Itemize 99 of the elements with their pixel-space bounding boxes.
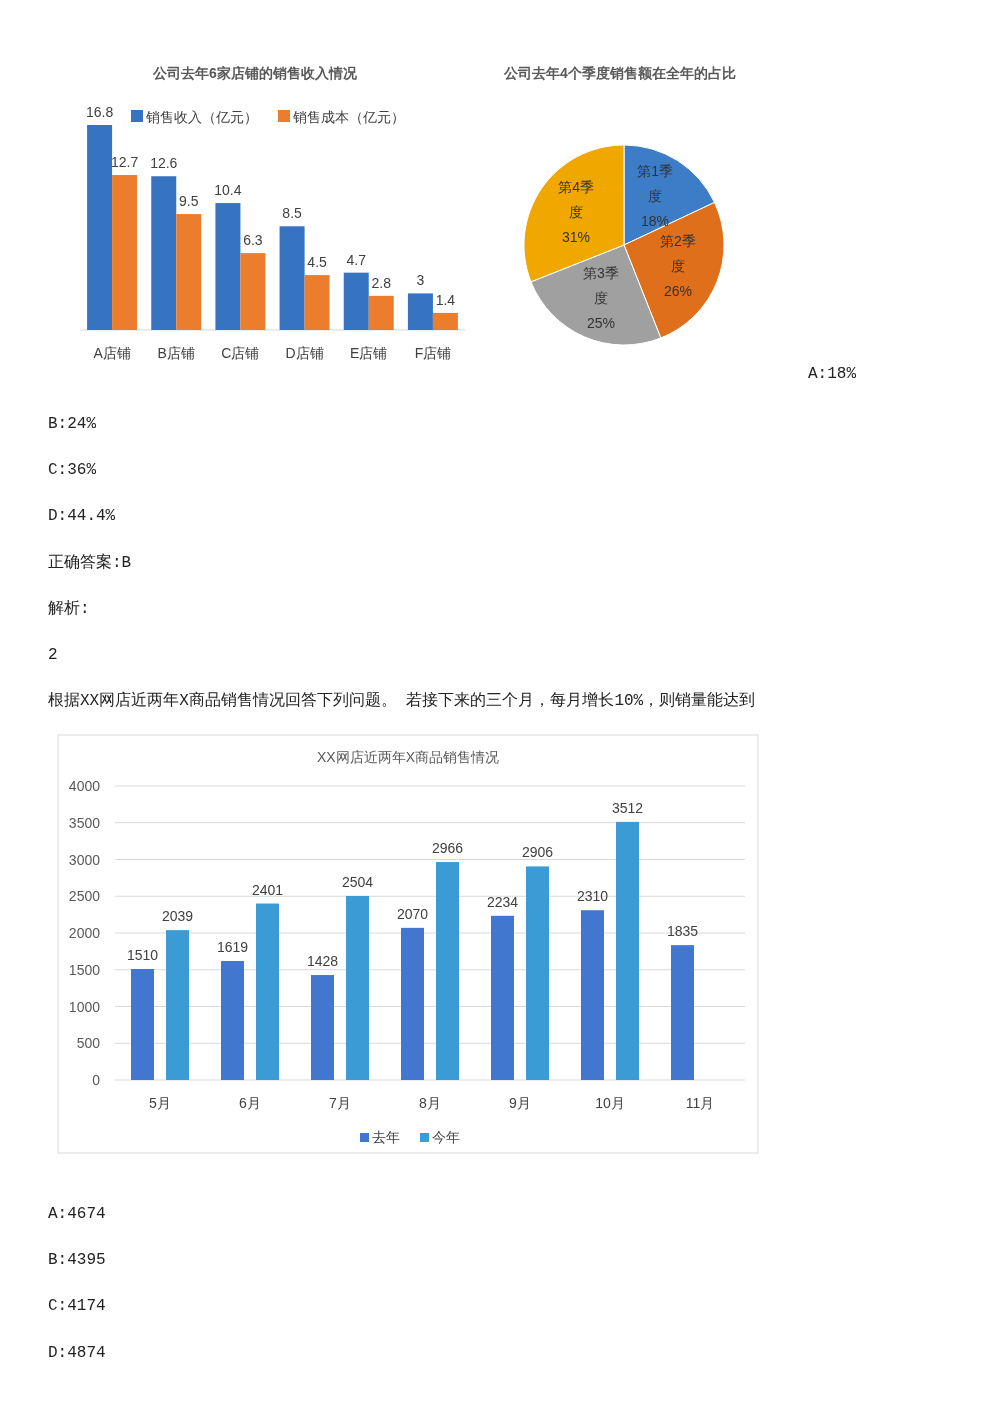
bar [131, 969, 154, 1080]
bar [151, 176, 177, 330]
data-label: 12.6 [150, 155, 178, 172]
slice-label: 第4季度 [558, 179, 594, 221]
data-label: 1835 [666, 923, 699, 940]
chart-title: 公司去年6家店铺的销售收入情况 [152, 65, 358, 81]
bar [581, 910, 604, 1080]
data-label: 2234 [486, 893, 519, 910]
text: 正确答案:B [48, 552, 132, 572]
data-label: 1.4 [435, 291, 456, 308]
x-tick-label: 7月 [329, 1095, 351, 1111]
data-label: 16.8 [85, 104, 114, 120]
bar [407, 293, 433, 330]
data-label: 2906 [521, 844, 554, 861]
text: B:24% [48, 415, 97, 433]
data-label: 2966 [431, 840, 464, 856]
bar [432, 312, 458, 330]
text: C:4174 [48, 1297, 106, 1316]
y-tick-label: 3500 [68, 814, 101, 831]
bar [176, 214, 202, 330]
data-label: 26% [663, 283, 692, 300]
data-label: 2401 [251, 881, 284, 898]
bar [256, 903, 279, 1080]
y-tick-label: 500 [76, 1035, 101, 1052]
x-tick-label: 5月 [149, 1095, 171, 1111]
x-tick-label: 10月 [595, 1095, 625, 1111]
data-label: 6.3 [243, 232, 263, 249]
data-label: 2504 [341, 873, 374, 890]
bar [279, 226, 305, 330]
x-tick-label: F店铺 [414, 345, 452, 361]
data-label: 25% [586, 315, 615, 332]
legend-label: 销售收入（亿元） [145, 109, 258, 125]
bar [304, 275, 330, 330]
x-tick-label: B店铺 [157, 345, 195, 361]
data-label: 1428 [306, 953, 339, 970]
bar [491, 915, 514, 1080]
data-label: 1619 [216, 939, 249, 955]
data-label: 4.5 [307, 254, 328, 271]
bar [166, 930, 189, 1080]
data-label: 3512 [611, 799, 644, 816]
bar [112, 175, 138, 330]
legend-label: 去年 [372, 1129, 400, 1145]
text: D:4874 [48, 1343, 106, 1362]
text: 2 [48, 646, 58, 664]
slice-label: 第3季度 [583, 265, 619, 307]
bar [87, 125, 113, 330]
data-label: 4.7 [346, 251, 367, 268]
y-tick-label: 2000 [68, 925, 101, 941]
y-tick-label: 3000 [68, 851, 101, 868]
data-label: 2070 [396, 905, 429, 922]
bar [221, 961, 244, 1080]
data-label: 18% [641, 213, 670, 230]
chart-title: XX网店近两年X商品销售情况 [316, 749, 500, 765]
data-label: 10.4 [214, 182, 242, 199]
x-tick-label: 9月 [509, 1095, 531, 1111]
y-tick-label: 0 [92, 1072, 101, 1088]
data-label: 31% [562, 229, 591, 246]
text: A:4674 [48, 1205, 106, 1223]
text: A:18% [808, 365, 857, 383]
legend-label: 今年 [432, 1129, 460, 1145]
slice-label: 第1季度 [637, 163, 673, 205]
bar [671, 945, 694, 1080]
bar [215, 203, 241, 330]
chart-title: 公司去年4个季度销售额在全年的占比 [503, 65, 736, 81]
bar [526, 866, 549, 1080]
y-tick-label: 4000 [68, 778, 101, 794]
data-label: 3 [416, 272, 425, 289]
bar [368, 295, 394, 330]
data-label: 8.5 [282, 205, 303, 222]
data-label: 9.5 [179, 193, 199, 210]
bar [311, 975, 334, 1080]
bar [436, 862, 459, 1080]
x-tick-label: 6月 [239, 1095, 261, 1111]
x-tick-label: 11月 [685, 1095, 715, 1111]
text: B:4395 [48, 1251, 106, 1270]
slice-label: 第2季度 [660, 233, 696, 275]
legend-label: 销售成本（亿元） [292, 109, 405, 125]
bar [346, 895, 369, 1080]
x-tick-label: A店铺 [93, 345, 131, 361]
y-tick-label: 2500 [68, 888, 101, 905]
y-tick-label: 1500 [68, 961, 101, 978]
x-tick-label: 8月 [419, 1095, 441, 1111]
text: 解析: [48, 599, 90, 618]
bar [401, 927, 424, 1080]
y-tick-label: 1000 [68, 998, 101, 1015]
x-tick-label: D店铺 [285, 345, 324, 361]
data-label: 2310 [576, 888, 609, 905]
bar [343, 272, 369, 330]
data-label: 12.7 [110, 154, 139, 171]
data-label: 2.8 [371, 274, 392, 291]
data-label: 1510 [126, 947, 159, 964]
bar [240, 253, 266, 330]
text: 根据XX网店近两年X商品销售情况回答下列问题。 若接下来的三个月，每月增长10%，则销量能达到 [48, 691, 756, 711]
x-tick-label: E店铺 [350, 345, 388, 361]
text: C:36% [48, 461, 97, 480]
x-tick-label: C店铺 [221, 345, 260, 361]
bar [616, 821, 639, 1080]
text: D:44.4% [48, 507, 116, 526]
data-label: 2039 [161, 908, 194, 925]
